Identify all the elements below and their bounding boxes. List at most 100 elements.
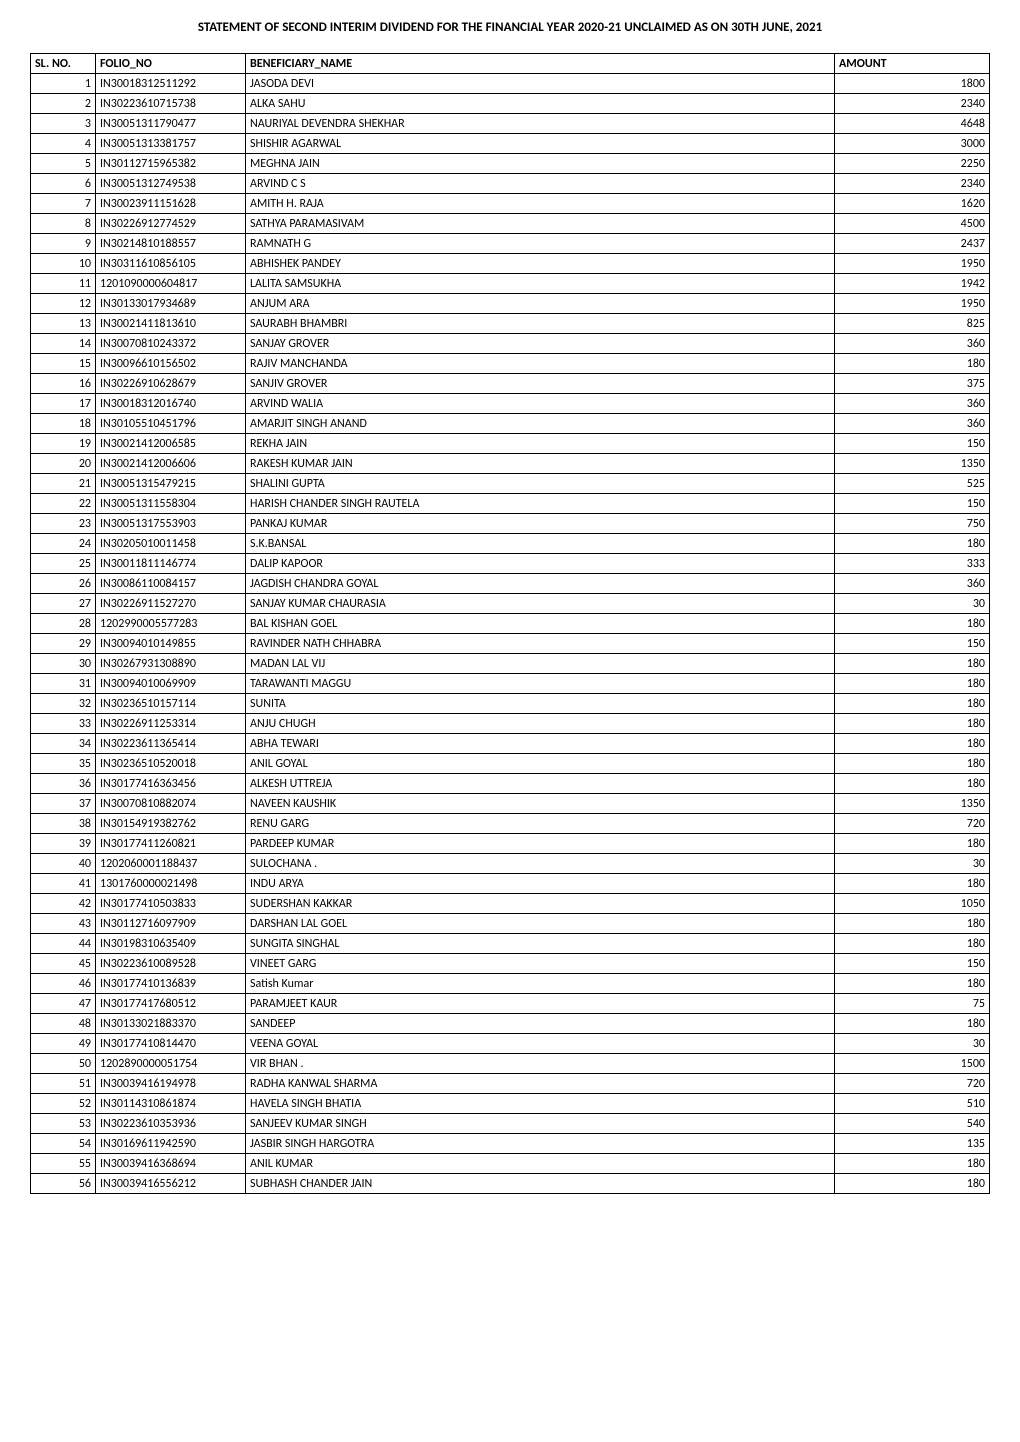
- cell-sl: 13: [31, 314, 96, 334]
- cell-folio: IN30112716097909: [96, 914, 246, 934]
- cell-sl: 27: [31, 594, 96, 614]
- cell-folio: IN30039416194978: [96, 1074, 246, 1094]
- cell-folio: IN30177417680512: [96, 994, 246, 1014]
- cell-folio: IN30086110084157: [96, 574, 246, 594]
- cell-amount: 360: [835, 394, 990, 414]
- cell-folio: IN30177410136839: [96, 974, 246, 994]
- cell-folio: IN30070810243372: [96, 334, 246, 354]
- cell-sl: 10: [31, 254, 96, 274]
- cell-sl: 53: [31, 1114, 96, 1134]
- cell-name: PARAMJEET KAUR: [246, 994, 835, 1014]
- cell-sl: 20: [31, 454, 96, 474]
- cell-sl: 25: [31, 554, 96, 574]
- cell-amount: 1350: [835, 454, 990, 474]
- cell-amount: 30: [835, 594, 990, 614]
- page-title: STATEMENT OF SECOND INTERIM DIVIDEND FOR…: [30, 20, 990, 35]
- cell-name: REKHA JAIN: [246, 434, 835, 454]
- table-row: 21IN30051315479215SHALINI GUPTA525: [31, 474, 990, 494]
- cell-amount: 180: [835, 974, 990, 994]
- cell-amount: 1950: [835, 254, 990, 274]
- cell-folio: IN30039416368694: [96, 1154, 246, 1174]
- table-header-row: SL. NO. FOLIO_NO BENEFICIARY_NAME AMOUNT: [31, 54, 990, 74]
- cell-sl: 38: [31, 814, 96, 834]
- cell-amount: 2250: [835, 154, 990, 174]
- cell-folio: IN30051313381757: [96, 134, 246, 154]
- cell-amount: 720: [835, 814, 990, 834]
- cell-sl: 28: [31, 614, 96, 634]
- cell-name: ANJUM ARA: [246, 294, 835, 314]
- cell-name: VEENA GOYAL: [246, 1034, 835, 1054]
- cell-amount: 375: [835, 374, 990, 394]
- cell-amount: 3000: [835, 134, 990, 154]
- cell-sl: 29: [31, 634, 96, 654]
- table-row: 33IN30226911253314ANJU CHUGH180: [31, 714, 990, 734]
- cell-folio: IN30205010011458: [96, 534, 246, 554]
- table-row: 53IN30223610353936SANJEEV KUMAR SINGH540: [31, 1114, 990, 1134]
- cell-sl: 16: [31, 374, 96, 394]
- cell-name: INDU ARYA: [246, 874, 835, 894]
- cell-name: SANJAY GROVER: [246, 334, 835, 354]
- cell-name: SUBHASH CHANDER JAIN: [246, 1174, 835, 1194]
- cell-folio: IN30023911151628: [96, 194, 246, 214]
- cell-folio: 1201090000604817: [96, 274, 246, 294]
- cell-folio: IN30021412006585: [96, 434, 246, 454]
- cell-amount: 180: [835, 934, 990, 954]
- cell-amount: 150: [835, 494, 990, 514]
- cell-sl: 5: [31, 154, 96, 174]
- cell-name: RADHA KANWAL SHARMA: [246, 1074, 835, 1094]
- cell-folio: IN30267931308890: [96, 654, 246, 674]
- table-row: 13IN30021411813610SAURABH BHAMBRI825: [31, 314, 990, 334]
- cell-sl: 4: [31, 134, 96, 154]
- cell-name: SUNITA: [246, 694, 835, 714]
- cell-amount: 75: [835, 994, 990, 1014]
- cell-sl: 23: [31, 514, 96, 534]
- cell-name: NAURIYAL DEVENDRA SHEKHAR: [246, 114, 835, 134]
- cell-folio: IN30177411260821: [96, 834, 246, 854]
- cell-name: SANJAY KUMAR CHAURASIA: [246, 594, 835, 614]
- table-row: 51IN30039416194978RADHA KANWAL SHARMA720: [31, 1074, 990, 1094]
- table-row: 44IN30198310635409SUNGITA SINGHAL180: [31, 934, 990, 954]
- cell-sl: 54: [31, 1134, 96, 1154]
- table-row: 22IN30051311558304HARISH CHANDER SINGH R…: [31, 494, 990, 514]
- cell-folio: IN30223610715738: [96, 94, 246, 114]
- cell-amount: 180: [835, 774, 990, 794]
- table-body: 1IN30018312511292JASODA DEVI18002IN30223…: [31, 74, 990, 1194]
- cell-sl: 37: [31, 794, 96, 814]
- cell-amount: 825: [835, 314, 990, 334]
- table-row: 2IN30223610715738ALKA SAHU2340: [31, 94, 990, 114]
- cell-name: ALKESH UTTREJA: [246, 774, 835, 794]
- cell-name: BAL KISHAN GOEL: [246, 614, 835, 634]
- cell-name: ABHA TEWARI: [246, 734, 835, 754]
- cell-sl: 18: [31, 414, 96, 434]
- cell-sl: 9: [31, 234, 96, 254]
- cell-amount: 360: [835, 334, 990, 354]
- cell-name: DARSHAN LAL GOEL: [246, 914, 835, 934]
- cell-amount: 150: [835, 634, 990, 654]
- table-row: 24IN30205010011458S.K.BANSAL180: [31, 534, 990, 554]
- cell-name: ANIL KUMAR: [246, 1154, 835, 1174]
- cell-folio: IN30214810188557: [96, 234, 246, 254]
- cell-sl: 8: [31, 214, 96, 234]
- cell-name: TARAWANTI MAGGU: [246, 674, 835, 694]
- cell-name: SANDEEP: [246, 1014, 835, 1034]
- cell-sl: 19: [31, 434, 96, 454]
- cell-amount: 2340: [835, 94, 990, 114]
- cell-folio: IN30051311790477: [96, 114, 246, 134]
- cell-sl: 50: [31, 1054, 96, 1074]
- cell-folio: IN30094010069909: [96, 674, 246, 694]
- cell-sl: 36: [31, 774, 96, 794]
- table-row: 501202890000051754VIR BHAN .1500: [31, 1054, 990, 1074]
- cell-amount: 1942: [835, 274, 990, 294]
- cell-folio: IN30096610156502: [96, 354, 246, 374]
- cell-folio: IN30236510520018: [96, 754, 246, 774]
- cell-amount: 750: [835, 514, 990, 534]
- cell-folio: IN30177416363456: [96, 774, 246, 794]
- table-row: 10IN30311610856105ABHISHEK PANDEY1950: [31, 254, 990, 274]
- cell-sl: 17: [31, 394, 96, 414]
- table-row: 43IN30112716097909DARSHAN LAL GOEL180: [31, 914, 990, 934]
- cell-name: SANJEEV KUMAR SINGH: [246, 1114, 835, 1134]
- table-row: 30IN30267931308890MADAN LAL VIJ180: [31, 654, 990, 674]
- table-row: 42IN30177410503833SUDERSHAN KAKKAR1050: [31, 894, 990, 914]
- cell-folio: IN30051315479215: [96, 474, 246, 494]
- table-row: 411301760000021498INDU ARYA180: [31, 874, 990, 894]
